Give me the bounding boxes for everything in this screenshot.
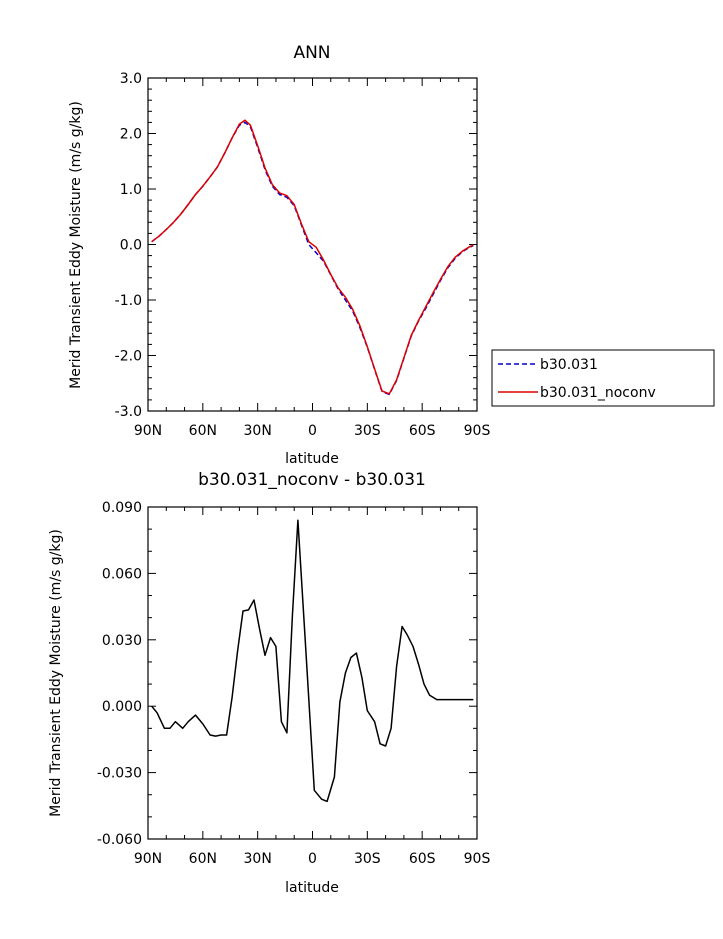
- bottom-x-tick-label: 30N: [244, 851, 272, 867]
- bottom-panel: b30.031_noconv - b30.031 -0.060 -0.030 0.0…: [48, 470, 490, 896]
- top-y-tick-label: -2.0: [115, 349, 142, 365]
- bottom-x-axis-title: latitude: [285, 880, 339, 896]
- top-series-line-2: [151, 119, 474, 395]
- top-x-axis-title: latitude: [285, 451, 339, 467]
- legend: b30.031 b30.031_noconv: [491, 349, 715, 407]
- legend-label-b30-031-noconv: b30.031_noconv: [540, 385, 656, 401]
- top-y-tick-label: 2.0: [120, 127, 142, 143]
- top-x-tick-label: 60S: [409, 423, 436, 439]
- top-y-ticks: -3.0 -2.0 -1.0 0.0 1.0 2.0 3.0: [115, 71, 477, 420]
- top-x-tick-label: 90N: [134, 423, 162, 439]
- legend-box: [491, 349, 715, 407]
- bottom-y-ticks: -0.060 -0.030 0.000 0.030 0.060 0.090: [97, 500, 477, 848]
- bottom-x-tick-label: 90N: [134, 851, 162, 867]
- top-x-tick-label: 0: [308, 423, 317, 439]
- top-y-tick-label: 0.0: [120, 238, 142, 254]
- top-y-tick-label: -3.0: [115, 404, 142, 420]
- bottom-x-tick-label: 90S: [464, 851, 491, 867]
- bottom-series-lines: [151, 519, 474, 803]
- bottom-y-tick-label: 0.060: [102, 566, 142, 582]
- bottom-y-tick-label: 0.090: [102, 500, 142, 516]
- top-series-lines: [151, 119, 474, 396]
- bottom-x-tick-label: 0: [308, 851, 317, 867]
- top-x-tick-label: 30S: [354, 423, 381, 439]
- top-x-tick-label: 30N: [244, 423, 272, 439]
- bottom-y-axis-title: Merid Transient Eddy Moisture (m/s g/kg): [48, 529, 64, 817]
- bottom-plot-title: b30.031_noconv - b30.031: [198, 470, 426, 490]
- top-y-tick-label: 1.0: [120, 182, 142, 198]
- bottom-y-tick-label: 0.030: [102, 633, 142, 649]
- bottom-y-tick-label: -0.030: [97, 766, 142, 782]
- bottom-x-tick-label: 60S: [409, 851, 436, 867]
- top-y-axis-title: Merid Transient Eddy Moisture (m/s g/kg): [68, 101, 84, 389]
- bottom-y-tick-label: 0.000: [102, 699, 142, 715]
- top-panel: ANN -3.0 -2.0 -1.0 0.0 1.0 2.0 3.0 90N 60N 30N 0 3…: [68, 43, 715, 467]
- top-x-tick-label: 90S: [464, 423, 491, 439]
- legend-label-b30-031: b30.031: [540, 357, 598, 373]
- top-plot-title: ANN: [293, 43, 330, 63]
- top-x-ticks: 90N 60N 30N 0 30S 60S 90S: [134, 78, 491, 439]
- bottom-y-tick-label: -0.060: [97, 832, 142, 848]
- bottom-x-ticks: 90N 60N 30N 0 30S 60S 90S: [134, 507, 491, 867]
- bottom-x-tick-label: 30S: [354, 851, 381, 867]
- top-x-tick-label: 60N: [189, 423, 217, 439]
- bottom-x-tick-label: 60N: [189, 851, 217, 867]
- bottom-series-line-1: [151, 519, 474, 803]
- top-y-tick-label: 3.0: [120, 71, 142, 87]
- top-y-tick-label: -1.0: [115, 293, 142, 309]
